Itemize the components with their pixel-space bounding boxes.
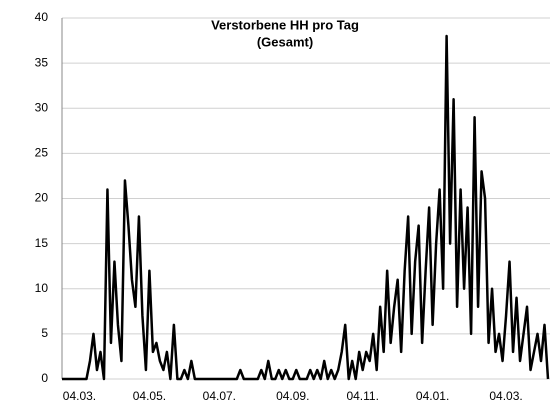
y-tick-label: 20 — [35, 191, 49, 205]
data-line — [62, 34, 550, 381]
chart-title: Verstorbene HH pro Tag — [211, 17, 359, 32]
x-tick-label: 04.05. — [133, 389, 166, 403]
x-tick-label: 04.07. — [203, 389, 236, 403]
y-tick-label: 10 — [35, 281, 49, 295]
y-tick-label: 40 — [35, 10, 49, 24]
y-tick-label: 5 — [41, 326, 48, 340]
x-tick-label: 04.03. — [489, 389, 522, 403]
x-tick-label: 04.11. — [346, 389, 378, 403]
y-tick-label: 0 — [41, 371, 48, 385]
x-tick-label: 04.01. — [416, 389, 449, 403]
y-tick-label: 30 — [35, 100, 49, 114]
y-tick-label: 35 — [35, 55, 49, 69]
x-tick-label: 04.03. — [63, 389, 96, 403]
x-tick-label: 04.09. — [276, 389, 309, 403]
y-tick-label: 15 — [35, 236, 49, 250]
y-tick-label: 25 — [35, 146, 49, 160]
chart-title: (Gesamt) — [257, 34, 313, 49]
